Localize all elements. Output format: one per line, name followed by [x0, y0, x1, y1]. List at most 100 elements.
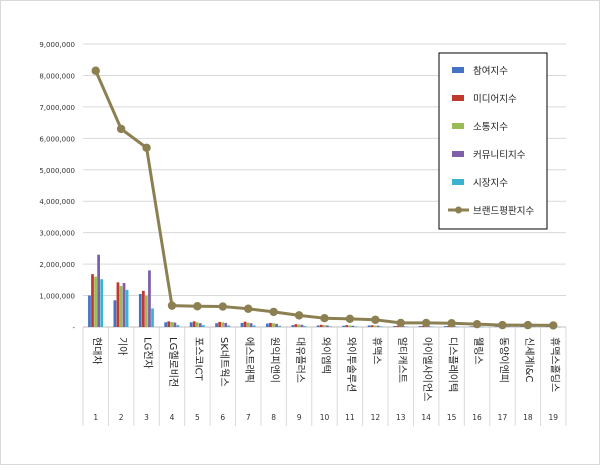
- x-rank-label: 6: [220, 413, 225, 422]
- legend-swatch: [452, 123, 464, 129]
- bar-2: [370, 325, 374, 327]
- bar-5: [329, 326, 332, 327]
- brand-index-point: [523, 320, 533, 330]
- y-tick-label: 1,000,000: [39, 293, 75, 301]
- bar-4: [224, 322, 228, 327]
- x-category-label: 신세계I&C: [523, 337, 535, 382]
- bar-5: [405, 326, 409, 328]
- bar-2: [218, 321, 221, 327]
- x-category-label: SK네트웍스: [218, 337, 230, 387]
- x-rank-label: 7: [246, 413, 251, 422]
- bar-3: [246, 322, 250, 327]
- bar-3: [221, 322, 225, 327]
- brand-index-point: [472, 319, 482, 329]
- x-category-label: 아이엘사이언스: [421, 337, 434, 401]
- x-rank-label: 5: [195, 413, 200, 422]
- x-rank-label: 15: [447, 413, 457, 422]
- x-rank-label: 19: [549, 413, 559, 422]
- bar-2: [141, 290, 145, 327]
- bar-4: [275, 323, 278, 327]
- legend-label: 참여지수: [473, 65, 508, 77]
- bar-1: [367, 325, 371, 327]
- bar-2: [116, 282, 120, 327]
- legend-label: 커뮤니티지수: [473, 150, 526, 161]
- bar-5: [430, 326, 434, 328]
- legend-line-marker: [455, 206, 462, 214]
- bar-4: [173, 322, 177, 327]
- bar-1: [316, 325, 320, 327]
- x-category-label: 대유플러스: [294, 337, 306, 383]
- brand-index-point: [498, 320, 507, 330]
- y-tick-label: -: [72, 324, 75, 332]
- x-rank-label: 9: [297, 413, 302, 422]
- y-tick-label: 4,000,000: [39, 198, 75, 206]
- x-category-label: 원익피앤이: [269, 337, 281, 383]
- bar-4: [198, 323, 202, 327]
- bar-3: [119, 286, 123, 327]
- bar-5: [227, 325, 231, 327]
- bar-3: [94, 276, 97, 327]
- brand-index-point: [167, 301, 177, 310]
- bar-4: [351, 325, 355, 327]
- legend-label: 미디어지수: [473, 94, 517, 105]
- x-rank-label: 12: [371, 413, 381, 422]
- x-category-label: 휴맥스홀딩스: [548, 337, 561, 392]
- y-tick-label: 7,000,000: [39, 104, 75, 112]
- bar-3: [195, 322, 199, 327]
- x-category-label: 웰링스: [472, 337, 484, 365]
- x-rank-label: 8: [271, 413, 276, 422]
- legend-swatch: [452, 67, 464, 73]
- bar-5: [125, 289, 129, 327]
- bar-5: [151, 308, 154, 327]
- brand-index-point: [396, 318, 405, 328]
- bar-5: [303, 326, 307, 327]
- bar-2: [396, 325, 399, 327]
- bar-5: [201, 325, 205, 327]
- bar-2: [269, 322, 272, 327]
- brand-index-point: [218, 302, 228, 311]
- bar-4: [326, 325, 329, 327]
- bar-1: [520, 326, 523, 327]
- bar-5: [354, 326, 358, 327]
- x-rank-label: 17: [498, 413, 508, 422]
- bar-2: [319, 324, 323, 327]
- bar-5: [532, 326, 536, 328]
- brand-index-point: [549, 321, 558, 330]
- bar-5: [557, 326, 561, 328]
- bar-3: [373, 325, 377, 327]
- bar-2: [192, 321, 196, 327]
- bar-1: [240, 322, 244, 327]
- bar-1: [113, 300, 117, 327]
- brand-index-point: [371, 315, 380, 324]
- x-rank-label: 4: [170, 413, 175, 422]
- bar-3: [170, 321, 174, 327]
- bar-1: [291, 325, 295, 327]
- bar-1: [266, 323, 269, 327]
- bar-1: [342, 325, 346, 327]
- bar-4: [453, 326, 456, 327]
- bar-5: [507, 326, 510, 328]
- x-category-label: LG전자: [142, 337, 154, 369]
- brand-index-point: [142, 143, 151, 152]
- x-rank-label: 2: [119, 413, 124, 422]
- bar-4: [97, 254, 100, 327]
- bar-2: [91, 274, 94, 327]
- x-rank-label: 14: [421, 413, 431, 422]
- bar-1: [88, 295, 91, 327]
- legend-label: 소통지수: [473, 122, 508, 133]
- bar-3: [322, 325, 326, 327]
- x-category-label: 에스트래픽: [243, 337, 255, 383]
- bar-4: [402, 326, 406, 327]
- y-tick-label: 3,000,000: [39, 230, 75, 238]
- brand-index-point: [345, 314, 355, 324]
- x-rank-label: 16: [472, 413, 482, 422]
- x-rank-label: 1: [93, 413, 98, 422]
- bar-1: [494, 326, 498, 327]
- y-tick-label: 2,000,000: [39, 261, 75, 269]
- x-category-label: 포스코ICT: [192, 337, 204, 382]
- brand-index-point: [447, 319, 456, 328]
- x-category-label: 와이엠텍: [320, 337, 332, 374]
- brand-index-point: [91, 66, 100, 75]
